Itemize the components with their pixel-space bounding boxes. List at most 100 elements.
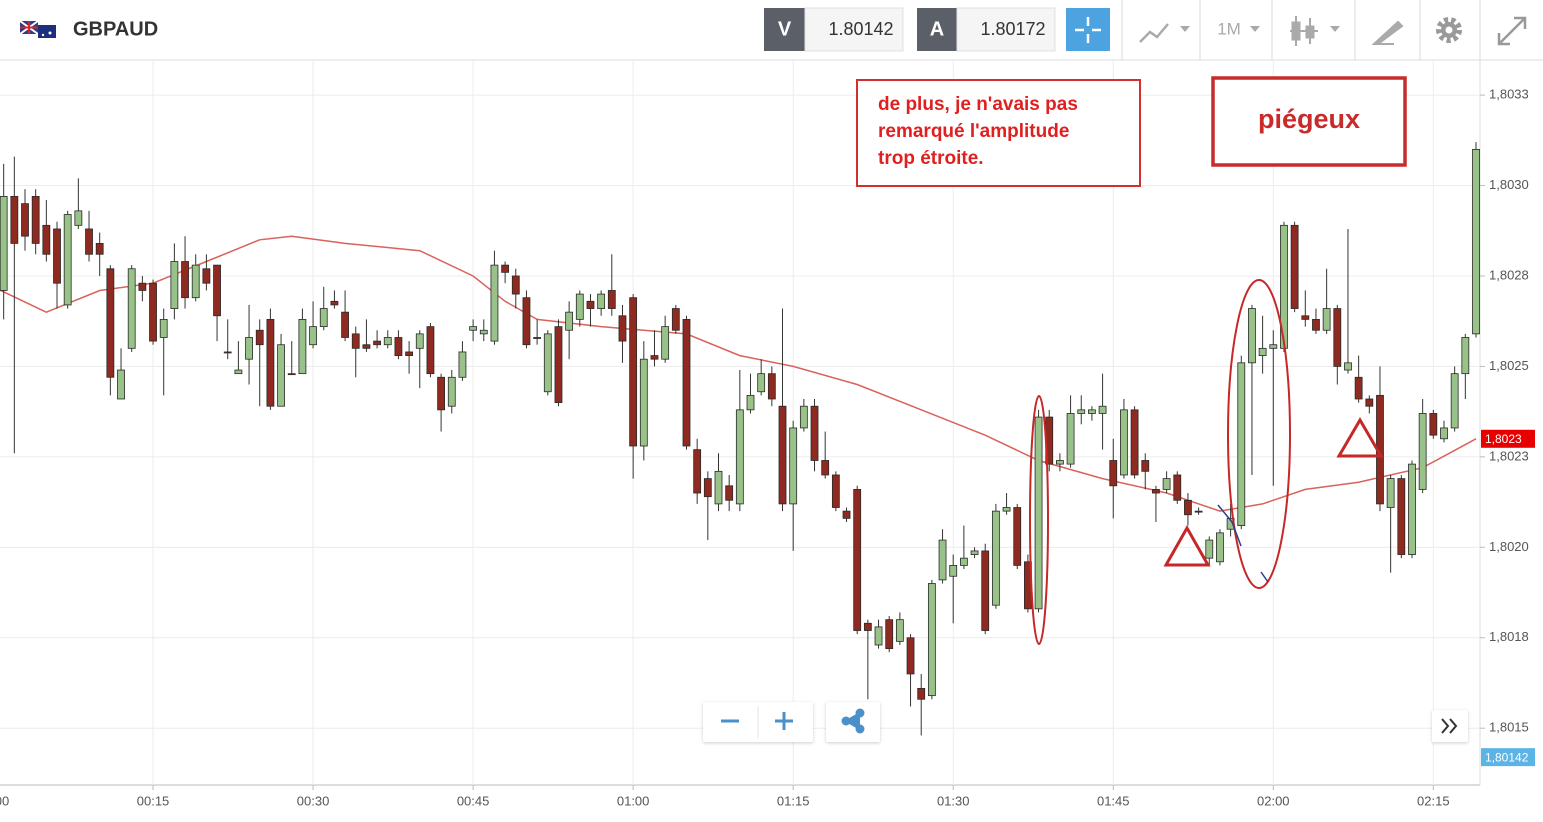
candle-body [789,427,798,505]
candle-body [10,195,19,244]
annotation-box: de plus, je n'avais pas remarqué l'ampli… [856,79,1141,187]
symbol: GBPAUD [73,18,158,40]
candle-body [671,308,680,331]
candle-body [725,485,734,501]
candle-body [650,355,659,360]
candle-body [255,329,264,346]
x-axis: 00:00 00:15 00:30 00:45 01:00 01:15 01:30 01:45… [0,785,1450,808]
flag [19,20,56,38]
candle-body [746,394,755,411]
candle-body [213,264,221,317]
crosshair-button[interactable] [1066,8,1110,51]
candle-body [362,344,371,349]
annotation-text: piégeux [1258,104,1360,134]
candle-body [597,293,606,309]
y-tick-label: 1,8023 [1489,448,1529,463]
share-button[interactable] [841,708,865,734]
candle-body [949,565,958,577]
timeframe: 1M [1217,19,1241,38]
candle-body [938,539,947,581]
y-axis: 1,8015 1,8018 1,8020 1,8023 1,8025 1,8028 1,80… [1480,87,1529,735]
candle-body [426,326,435,375]
candle-body [394,337,403,356]
candle-body [95,243,104,255]
y-tick-label: 1,8020 [1489,539,1529,554]
candle-body [767,373,776,400]
candle-body [138,282,147,291]
candle-body [1216,532,1224,563]
candle-body [245,337,253,360]
candle-body [1386,478,1395,508]
x-tick-label: 02:00 [1257,793,1290,808]
candle-body [149,282,157,342]
candle-body [511,275,520,295]
candle-body [1269,344,1278,349]
candle-body [341,311,349,338]
toolbar-separators [1121,0,1481,60]
candle-body [1429,413,1438,436]
candle-body [74,210,83,226]
candle-body [479,329,488,335]
candle-body [821,460,830,476]
price-marker [1481,748,1535,767]
candle-body [277,344,285,407]
candle-body [970,550,979,555]
candle-body [565,311,574,331]
x-tick-label: 00:45 [457,793,490,808]
candle-body [266,318,275,407]
bid-value: 1.80142 [828,19,893,39]
candle-body [1066,413,1075,465]
candle-body [853,489,862,631]
candle-body [981,550,990,631]
candle-body [1333,308,1342,367]
candle-body [682,318,691,447]
chart-type-button[interactable] [1139,23,1190,43]
candle-body [223,351,232,354]
ask-value: 1.80172 [980,19,1045,39]
candle-body [202,268,211,284]
candle-body [0,195,8,291]
candle-body [1152,489,1160,494]
candle-body [469,326,478,331]
candle-body [1322,308,1331,331]
plot [0,142,1480,736]
fullscreen-button[interactable] [1497,16,1527,46]
annotation-box: piégeux [1211,76,1407,167]
candle-body [991,510,1000,606]
zoom-in-button[interactable] [775,712,793,730]
candle-body [1408,463,1416,555]
y-tick-label: 1,8028 [1489,267,1529,282]
candle-body [1290,224,1299,309]
price-marker-label: 1,8023 [1485,432,1522,446]
scroll-right-button[interactable] [1441,718,1458,734]
timeframe-button[interactable]: 1M [1217,19,1260,38]
candle-body [778,405,787,505]
candle-body [287,373,296,376]
candle-body [415,333,424,349]
candle-body [330,300,339,306]
candle-body [693,449,702,494]
candle-body [53,228,61,284]
ask-button[interactable] [917,8,957,51]
candle-body [1056,460,1064,465]
candle-body [1002,507,1011,512]
settings-button[interactable] [1436,17,1462,43]
candle-body [543,333,552,393]
x-tick-label: 02:15 [1417,793,1450,808]
candle-body [810,405,819,461]
candle-body [735,409,744,505]
candle-body [181,261,189,299]
candle-body [437,376,446,411]
candle-body [31,195,40,244]
draw-button[interactable] [1371,20,1404,45]
candle-body [1344,362,1352,371]
candle-style-button[interactable] [1290,16,1340,46]
y-tick-label: 1,8030 [1489,177,1529,192]
ask-box [956,7,1056,52]
candle-body [757,373,766,393]
candle-body [1141,460,1150,472]
candle-body [842,510,851,519]
candle-body [799,405,808,429]
bid-button[interactable] [764,8,805,51]
